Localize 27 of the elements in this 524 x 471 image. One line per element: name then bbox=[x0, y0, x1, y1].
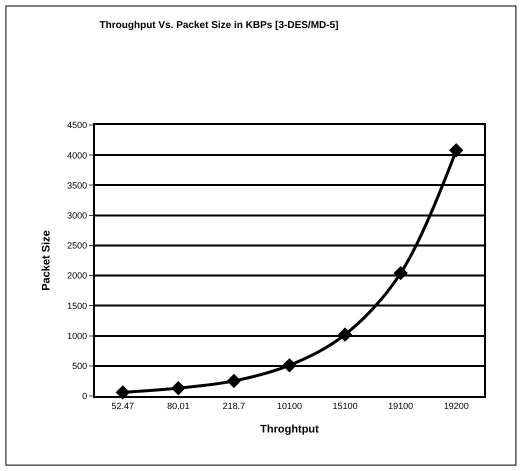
point bbox=[393, 266, 408, 280]
y-tick-label: 1500 bbox=[67, 300, 88, 311]
x-tick-label: 218.7 bbox=[222, 400, 246, 411]
x-axis-title: Throghtput bbox=[260, 424, 320, 436]
point bbox=[226, 374, 242, 388]
point bbox=[116, 385, 130, 400]
point bbox=[449, 143, 464, 158]
x-tick-label: 52.47 bbox=[112, 400, 134, 411]
y-tick-label: 2000 bbox=[67, 270, 88, 281]
x-tick-label: 10100 bbox=[276, 400, 302, 411]
y-tick-label: 500 bbox=[72, 361, 88, 372]
x-tick-label: 80.01 bbox=[167, 400, 190, 411]
point bbox=[282, 358, 297, 372]
y-tick-label: 3000 bbox=[67, 210, 88, 220]
x-tick-label: 15100 bbox=[332, 400, 358, 411]
y-tick-label: 4000 bbox=[67, 150, 88, 160]
y-tick-label: 1000 bbox=[67, 330, 88, 341]
y-tick-label: 3500 bbox=[67, 180, 88, 190]
point bbox=[338, 327, 352, 342]
y-tick-label: 4500 bbox=[67, 120, 88, 130]
y-tick-label: 0 bbox=[82, 391, 88, 402]
x-tick-label: 19200 bbox=[444, 400, 469, 411]
x-tick-label: 19100 bbox=[388, 400, 414, 411]
chart-title: Throughput Vs. Packet Size in KBPs [3-DES/MD-5] bbox=[100, 20, 338, 32]
y-tick-label: 2500 bbox=[67, 240, 88, 251]
point bbox=[171, 381, 186, 396]
y-axis-title: Packet Size bbox=[40, 230, 52, 291]
